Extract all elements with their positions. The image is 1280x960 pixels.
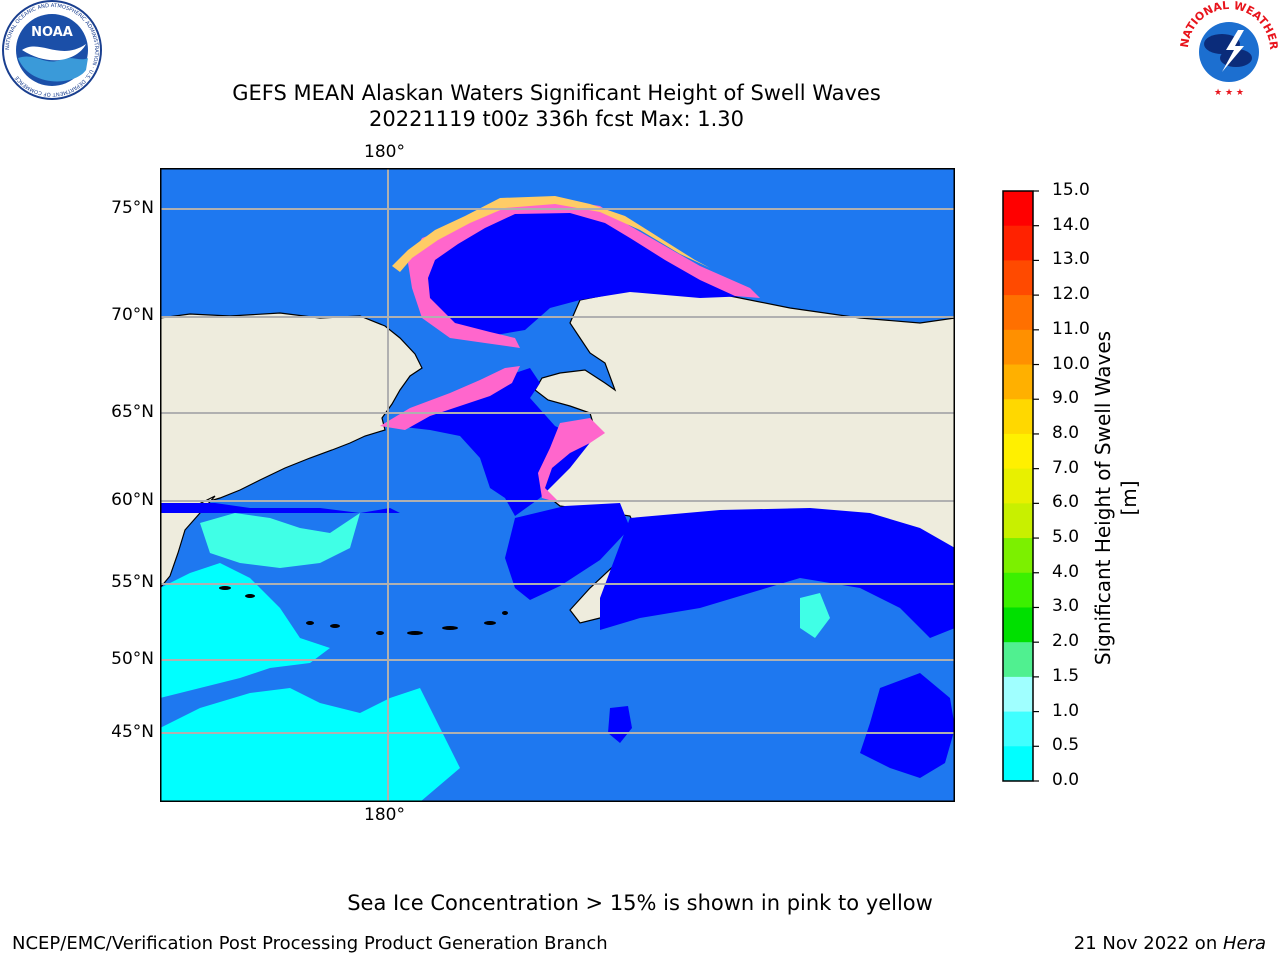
sea-ice-note: Sea Ice Concentration > 15% is shown in … (347, 891, 933, 915)
lat-label-55: 55°N (111, 572, 154, 592)
footer-date-text: 21 Nov 2022 on (1073, 933, 1223, 954)
colorbar-segment (1003, 642, 1033, 678)
colorbar-segment (1003, 468, 1033, 504)
gulf-alaska-low-waves (505, 503, 630, 600)
lat-label-45: 45°N (111, 722, 154, 742)
chart-subtitle: 20221119 t00z 336h fcst Max: 1.30 (369, 107, 744, 131)
colorbar-segment (1003, 260, 1033, 296)
cyan-patch-west (160, 563, 330, 698)
lat-label-70: 70°N (111, 305, 154, 325)
footer-date: 21 Nov 2022 on Hera (1074, 933, 1266, 954)
svg-text:★ ★ ★: ★ ★ ★ (1214, 88, 1244, 98)
footer-host: Hera (1222, 933, 1266, 954)
graticule (160, 168, 955, 802)
colorbar-segment (1003, 295, 1033, 331)
sea-ice-edge (408, 198, 760, 348)
colorbar-tick-label: 15.0 (1052, 180, 1090, 200)
lon-label-top: 180° (364, 142, 405, 162)
colorbar-tick-label: 14.0 (1052, 214, 1090, 235)
colorbar-segment (1003, 225, 1033, 261)
lat-label-75: 75°N (111, 198, 154, 218)
colorbar-segment (1003, 676, 1033, 713)
lat-label-60: 60°N (111, 490, 154, 510)
cyan-patch-east (800, 593, 830, 638)
colorbar-tick-label: 5.0 (1052, 527, 1080, 548)
lat-label-50: 50°N (111, 649, 154, 669)
colorbar-tick-label: 0.0 (1052, 770, 1080, 790)
nws-logo: NATIONAL WEATHER SERVICE ★ ★ ★ (1178, 0, 1280, 99)
colorbar-segment (1003, 433, 1033, 470)
colorbar-segment (1003, 746, 1033, 782)
colorbar-tick-label: 1.0 (1052, 700, 1080, 721)
colorbar-tick-label: 2.0 (1052, 631, 1080, 652)
lat-label-65: 65°N (111, 402, 154, 422)
arctic-low-waves (418, 204, 750, 336)
colorbar-segment (1003, 364, 1033, 400)
colorbar-tick-label: 7.0 (1052, 457, 1080, 478)
noaa-logo: NATIONAL OCEANIC AND ATMOSPHERIC ADMINIS… (2, 0, 102, 100)
colorbar-tick-label: 13.0 (1052, 249, 1090, 270)
noaa-text: NOAA (31, 25, 73, 40)
colorbar-segment (1003, 329, 1033, 366)
colorbar-segment (1003, 503, 1033, 539)
footer-credit: NCEP/EMC/Verification Post Processing Pr… (12, 933, 608, 954)
colorbar-tick-label: 4.0 (1052, 561, 1080, 582)
colorbar-segment (1003, 572, 1033, 608)
colorbar-tick-label: 12.0 (1052, 284, 1090, 305)
southeast-low-patch (860, 673, 955, 778)
lon-label-bottom: 180° (364, 805, 405, 825)
colorbar-tick-label: 6.0 (1052, 492, 1080, 513)
northwest-bering-low (160, 503, 400, 513)
colorbar-segment (1003, 399, 1033, 435)
colorbar-tick-label: 3.0 (1052, 596, 1080, 617)
chart-title: GEFS MEAN Alaskan Waters Significant Hei… (232, 81, 881, 105)
sea-ice-outer-edge (392, 196, 710, 272)
colorbar-segment (1003, 607, 1033, 643)
colorbar (1002, 190, 1039, 782)
sea-ice-norton-edge (538, 418, 605, 503)
cyan-patch-southwest (160, 688, 460, 802)
colorbar-segment (1003, 191, 1033, 227)
colorbar-tick-label: 10.0 (1052, 353, 1090, 374)
south-alaska-low-waves (600, 508, 955, 638)
colorbar-tick-label: 9.0 (1052, 388, 1080, 409)
colorbar-tick-label: 0.5 (1052, 735, 1080, 756)
map-plot (160, 168, 955, 802)
cyan-patch-northwest (200, 513, 360, 568)
colorbar-title: Significant Height of Swell Waves [m] (1091, 330, 1141, 666)
colorbar-tick-label: 1.5 (1052, 665, 1080, 686)
map-frame (160, 168, 955, 802)
colorbar-tick-label: 8.0 (1052, 422, 1080, 443)
colorbar-segment (1003, 711, 1033, 747)
colorbar-segment (1003, 538, 1033, 574)
colorbar-frame (1002, 190, 1034, 782)
aleutian-islands (219, 586, 508, 635)
colorbar-tick-label: 11.0 (1052, 318, 1090, 339)
